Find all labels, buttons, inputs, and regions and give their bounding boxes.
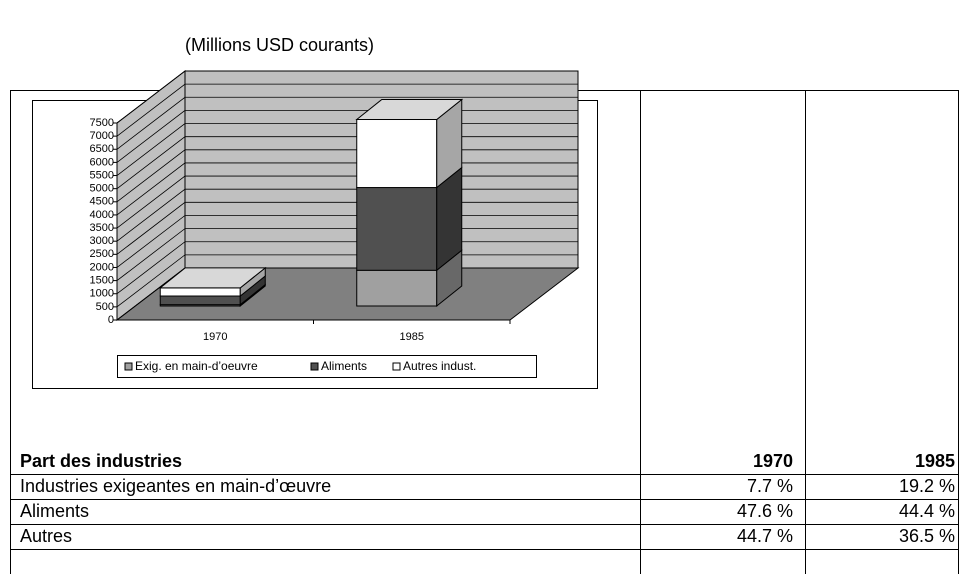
grid-line [116,96,578,150]
table-cell: 19.2 % [899,476,955,496]
table-cell: 36.5 % [899,526,955,546]
table-header-cell: 1970 [753,451,793,471]
table-cell: 44.4 % [899,501,955,521]
caption: (Millions USD courants) [185,35,374,55]
grid-line [116,83,578,137]
legend-swatch [392,362,401,371]
y-tick-label: 2000 [90,261,114,273]
bar [356,269,438,307]
legend-swatch [124,362,133,371]
bar-top [355,99,464,121]
y-tick-label: 5000 [90,183,114,195]
y-tick-label: 5500 [90,169,114,181]
legend-box [117,355,537,378]
y-tick-label: 2500 [90,248,114,260]
x-tick-label: 1970 [203,331,227,343]
y-tick-label: 500 [96,301,114,313]
y-tick-label: 7000 [90,130,114,142]
y-tick-label: 6500 [90,143,114,155]
table-cell: Aliments [20,501,89,521]
legend-label: Aliments [321,359,367,373]
y-tick-label: 3000 [90,235,114,247]
legend-label: Exig. en main-d’oeuvre [135,359,258,373]
x-tick-label: 1985 [400,331,424,343]
y-tick-label: 7500 [90,117,114,129]
y-tick-label: 0 [108,314,114,326]
bar [159,295,241,306]
bar-top [158,267,267,289]
table-header-cell: Part des industries [20,451,182,471]
y-tick-label: 3500 [90,222,114,234]
grid-line [116,70,578,124]
table-cell: Autres [20,526,72,546]
table-cell: Industries exigeantes en main-d’œuvre [20,476,331,496]
y-tick-label: 4500 [90,196,114,208]
y-tick-label: 1000 [90,288,114,300]
bar [159,287,241,297]
bar [356,119,438,189]
y-tick-label: 4000 [90,209,114,221]
y-tick-label: 6000 [90,156,114,168]
table-header-cell: 1985 [915,451,955,471]
table-cell: 47.6 % [737,501,793,521]
table-cell: 44.7 % [737,526,793,546]
y-tick-label: 1500 [90,275,114,287]
bar [356,187,438,271]
legend-label: Autres indust. [403,359,476,373]
table-cell: 7.7 % [747,476,793,496]
legend-swatch [310,362,319,371]
